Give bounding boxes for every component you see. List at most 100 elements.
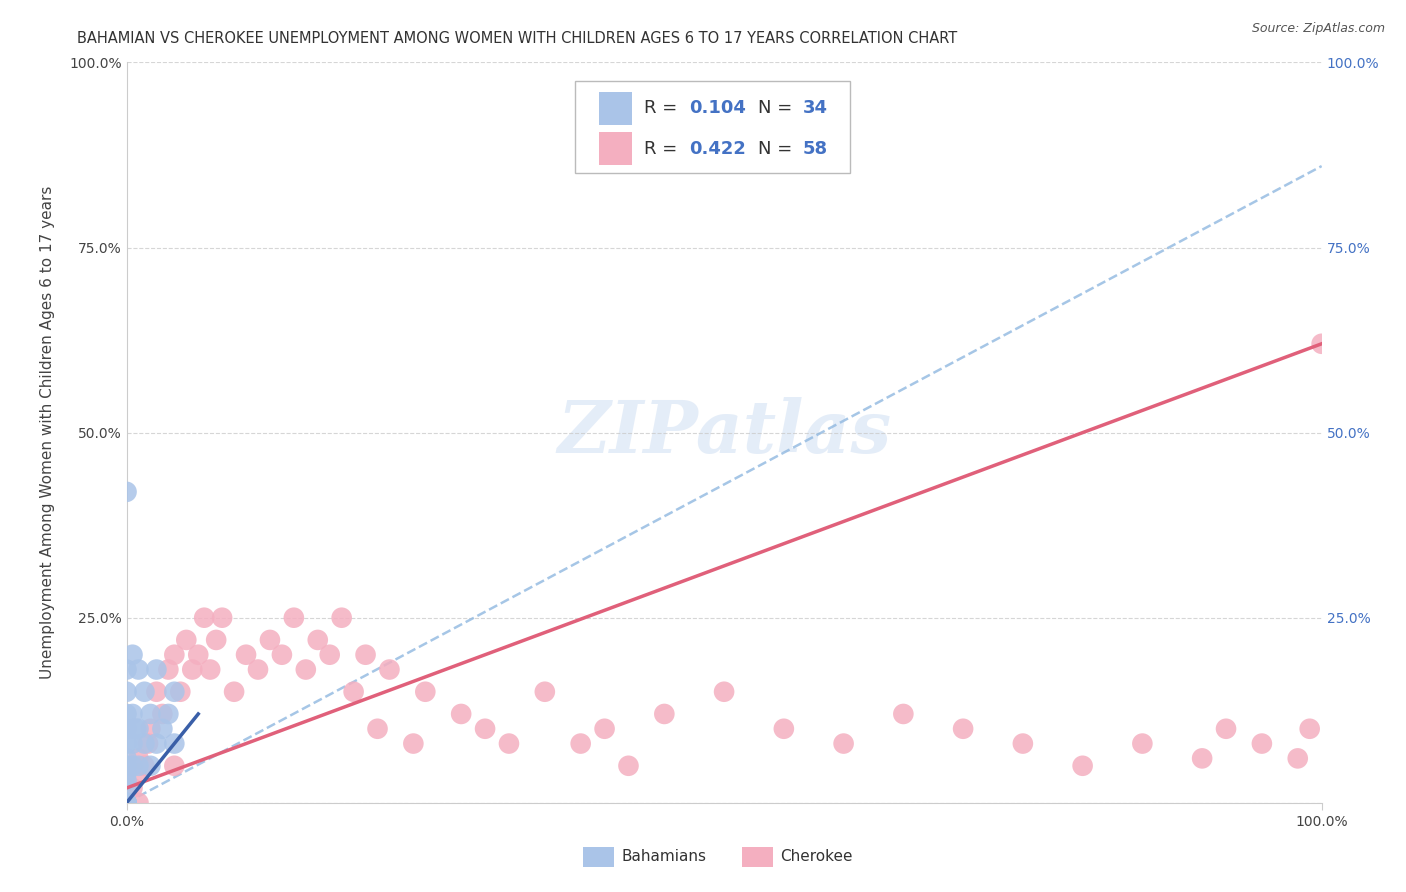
Point <box>127 796 149 810</box>
Point <box>127 663 149 677</box>
Point <box>163 685 186 699</box>
Point <box>115 751 138 765</box>
Point <box>952 722 974 736</box>
Point <box>270 648 294 662</box>
Point <box>127 751 149 765</box>
Point <box>200 663 222 677</box>
Point <box>222 685 246 699</box>
Point <box>211 610 233 624</box>
Point <box>115 796 138 810</box>
Text: 34: 34 <box>803 100 828 118</box>
Point <box>283 610 305 624</box>
Point <box>652 706 675 721</box>
Point <box>259 632 281 647</box>
Point <box>1298 722 1320 736</box>
Point <box>157 706 180 721</box>
Point <box>891 706 914 721</box>
Point <box>115 796 138 810</box>
Point <box>115 663 138 677</box>
Text: N =: N = <box>758 139 797 158</box>
Point <box>832 737 855 751</box>
Point <box>134 685 156 699</box>
Point <box>125 722 148 736</box>
Point <box>115 706 138 721</box>
Point <box>330 610 353 624</box>
Point <box>181 663 204 677</box>
Point <box>1130 737 1153 751</box>
Point <box>115 773 138 788</box>
Point <box>1071 758 1094 772</box>
Point <box>498 737 520 751</box>
Point <box>343 685 366 699</box>
Text: 0.104: 0.104 <box>689 100 747 118</box>
Point <box>617 758 640 772</box>
Text: BAHAMIAN VS CHEROKEE UNEMPLOYMENT AMONG WOMEN WITH CHILDREN AGES 6 TO 17 YEARS C: BAHAMIAN VS CHEROKEE UNEMPLOYMENT AMONG … <box>77 31 957 46</box>
Point <box>593 722 616 736</box>
Text: Cherokee: Cherokee <box>780 849 853 863</box>
Point <box>402 737 425 751</box>
Point <box>366 722 388 736</box>
Point <box>115 796 138 810</box>
Y-axis label: Unemployment Among Women with Children Ages 6 to 17 years: Unemployment Among Women with Children A… <box>41 186 55 680</box>
Point <box>127 758 149 772</box>
Point <box>413 685 436 699</box>
Text: 0.422: 0.422 <box>689 139 747 158</box>
Point <box>145 685 167 699</box>
Point <box>150 722 174 736</box>
Point <box>187 648 209 662</box>
Point <box>115 796 138 810</box>
Point <box>136 737 159 751</box>
Text: Bahamians: Bahamians <box>621 849 706 863</box>
FancyBboxPatch shape <box>575 81 849 173</box>
Point <box>157 663 180 677</box>
FancyBboxPatch shape <box>599 92 633 125</box>
Point <box>121 780 143 795</box>
Point <box>139 706 162 721</box>
Point <box>163 648 186 662</box>
Point <box>121 758 143 772</box>
Point <box>354 648 377 662</box>
Point <box>174 632 197 647</box>
Point <box>115 796 138 810</box>
Point <box>773 722 796 736</box>
Point <box>533 685 555 699</box>
Point <box>125 766 148 780</box>
Point <box>294 663 316 677</box>
Point <box>163 758 186 772</box>
Point <box>134 737 156 751</box>
Text: ZIPatlas: ZIPatlas <box>557 397 891 468</box>
Point <box>115 780 138 795</box>
Point <box>134 758 156 772</box>
Point <box>1310 336 1333 351</box>
Text: R =: R = <box>644 100 683 118</box>
Point <box>150 706 174 721</box>
Point <box>115 766 138 780</box>
Point <box>474 722 496 736</box>
Point <box>145 737 167 751</box>
Point <box>1191 751 1213 765</box>
Text: 58: 58 <box>803 139 828 158</box>
Point <box>247 663 270 677</box>
Point <box>378 663 401 677</box>
Point <box>115 722 138 736</box>
Point <box>713 685 735 699</box>
Point <box>115 685 138 699</box>
Text: Source: ZipAtlas.com: Source: ZipAtlas.com <box>1251 22 1385 36</box>
Point <box>115 737 138 751</box>
Point <box>1250 737 1272 751</box>
Point <box>139 722 162 736</box>
Point <box>235 648 257 662</box>
Point <box>121 737 143 751</box>
Point <box>163 737 186 751</box>
Text: R =: R = <box>644 139 683 158</box>
Point <box>115 484 138 499</box>
Point <box>1215 722 1237 736</box>
FancyBboxPatch shape <box>599 132 633 165</box>
Point <box>1286 751 1309 765</box>
Point <box>127 722 149 736</box>
Point <box>193 610 215 624</box>
Point <box>318 648 342 662</box>
Point <box>121 648 143 662</box>
Point <box>145 663 167 677</box>
Point <box>139 758 162 772</box>
